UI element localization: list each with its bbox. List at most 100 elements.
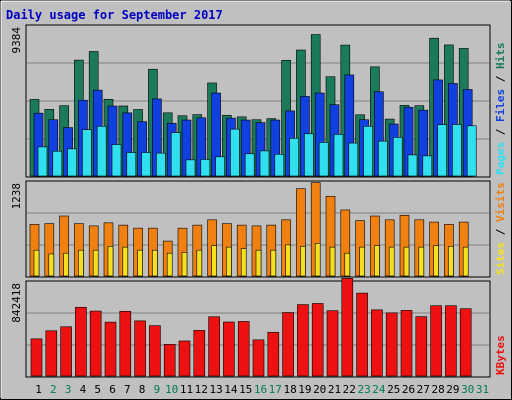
x-tick-label: 11 [180,383,193,396]
x-tick-label: 16 [254,383,267,396]
kbytes-bar [134,320,146,377]
pages-bar [348,142,359,177]
pages-bar [407,154,418,177]
x-tick-label: 15 [239,383,252,396]
pages-bar [318,142,329,177]
pages-bar [333,134,344,177]
x-tick-label: 28 [431,383,444,396]
pages-bar [215,156,225,177]
sites-bar [152,249,158,277]
legend-separator: / [494,69,507,89]
kbytes-bar [208,316,220,377]
pages-bar [466,125,477,177]
kbytes-bar [75,306,87,377]
x-tick-label: 31 [476,383,489,396]
x-tick-label: 3 [65,383,72,396]
pages-bar [378,140,388,177]
sites-bar [226,246,232,277]
legend-files: Files [494,89,507,122]
sites-bar [448,246,454,277]
x-tick-label: 24 [372,383,386,396]
x-tick-label: 25 [387,383,400,396]
kbytes-bar [104,321,117,377]
panel-legend: Pages / Files / Hits [494,43,507,176]
pages-bar [392,137,403,177]
sites-bar [107,246,114,277]
kbytes-bar [223,321,235,377]
sites-bar [48,253,55,277]
legend-hits: Hits [494,43,507,70]
pages-bar [170,132,181,177]
pages-bar [244,153,255,177]
pages-bar [67,148,77,177]
legend-kbytes: KBytes [494,335,507,375]
kbytes-bar [237,321,250,377]
legend-sites: Sites [494,242,507,275]
kbytes-bar [400,310,413,377]
kbytes-bar [193,330,206,377]
chart-title: Daily usage for September 2017 [6,8,223,22]
kbytes-bar [459,308,472,377]
sites-bar [255,249,262,277]
kbytes-bar [430,305,442,377]
sites-bar [211,245,217,277]
x-tick-label: 30 [461,383,474,396]
pages-bar [141,152,151,177]
pages-bar [200,159,211,177]
sites-bar [433,245,439,277]
pages-bar [111,144,122,177]
sites-bar [344,252,351,277]
panel-legend: Sites / Visits [494,182,507,275]
x-tick-label: 18 [283,383,296,396]
pages-bar [452,124,462,177]
pages-bar [437,124,447,177]
pages-bar [304,133,314,177]
x-tick-label: 23 [357,383,370,396]
kbytes-bar [89,310,102,377]
kbytes-bar [252,339,265,377]
sites-bar [462,246,469,277]
sites-bar [78,249,84,277]
pages-bar [52,150,63,177]
y-max-label: 1238 [10,183,23,210]
x-tick-label: 1 [35,383,42,396]
sites-bar [329,246,336,277]
kbytes-bar [45,330,58,377]
x-tick-label: 4 [80,383,87,396]
pages-bar [363,125,373,177]
x-tick-label: 20 [313,383,326,396]
x-tick-label: 26 [402,383,415,396]
sites-bar [374,245,380,277]
sites-bar [137,249,143,277]
x-tick-label: 8 [139,383,146,396]
sites-bar [92,249,99,277]
x-tick-label: 27 [417,383,430,396]
sites-bar [403,246,410,277]
y-max-label: 9384 [10,27,23,54]
sites-bar [196,249,203,277]
panel-1: 9384 Pages / Files / Hits [10,24,507,178]
sites-bar [359,246,365,277]
kbytes-bar [60,326,72,377]
x-tick-label: 9 [154,383,161,396]
legend-separator: / [494,122,507,142]
panel-legend: KBytes [494,335,507,375]
panel-3: 842418 KBytes [10,278,507,378]
pages-bar [126,152,137,177]
legend-separator: / [494,222,507,242]
x-tick-label: 14 [224,383,238,396]
pages-bar [422,155,433,177]
x-tick-label: 7 [124,383,131,396]
chart-panels: 9384 Pages / Files / Hits 1238 Sites / Visi… [10,24,507,378]
sites-bar [63,252,69,277]
x-tick-label: 5 [94,383,101,396]
legend-visits: Visits [494,182,507,222]
sites-bar [240,248,247,277]
sites-bar [166,252,173,277]
kbytes-bar [282,312,294,377]
pages-bar [289,137,299,177]
pages-bar [185,159,196,177]
x-tick-label: 6 [109,383,116,396]
